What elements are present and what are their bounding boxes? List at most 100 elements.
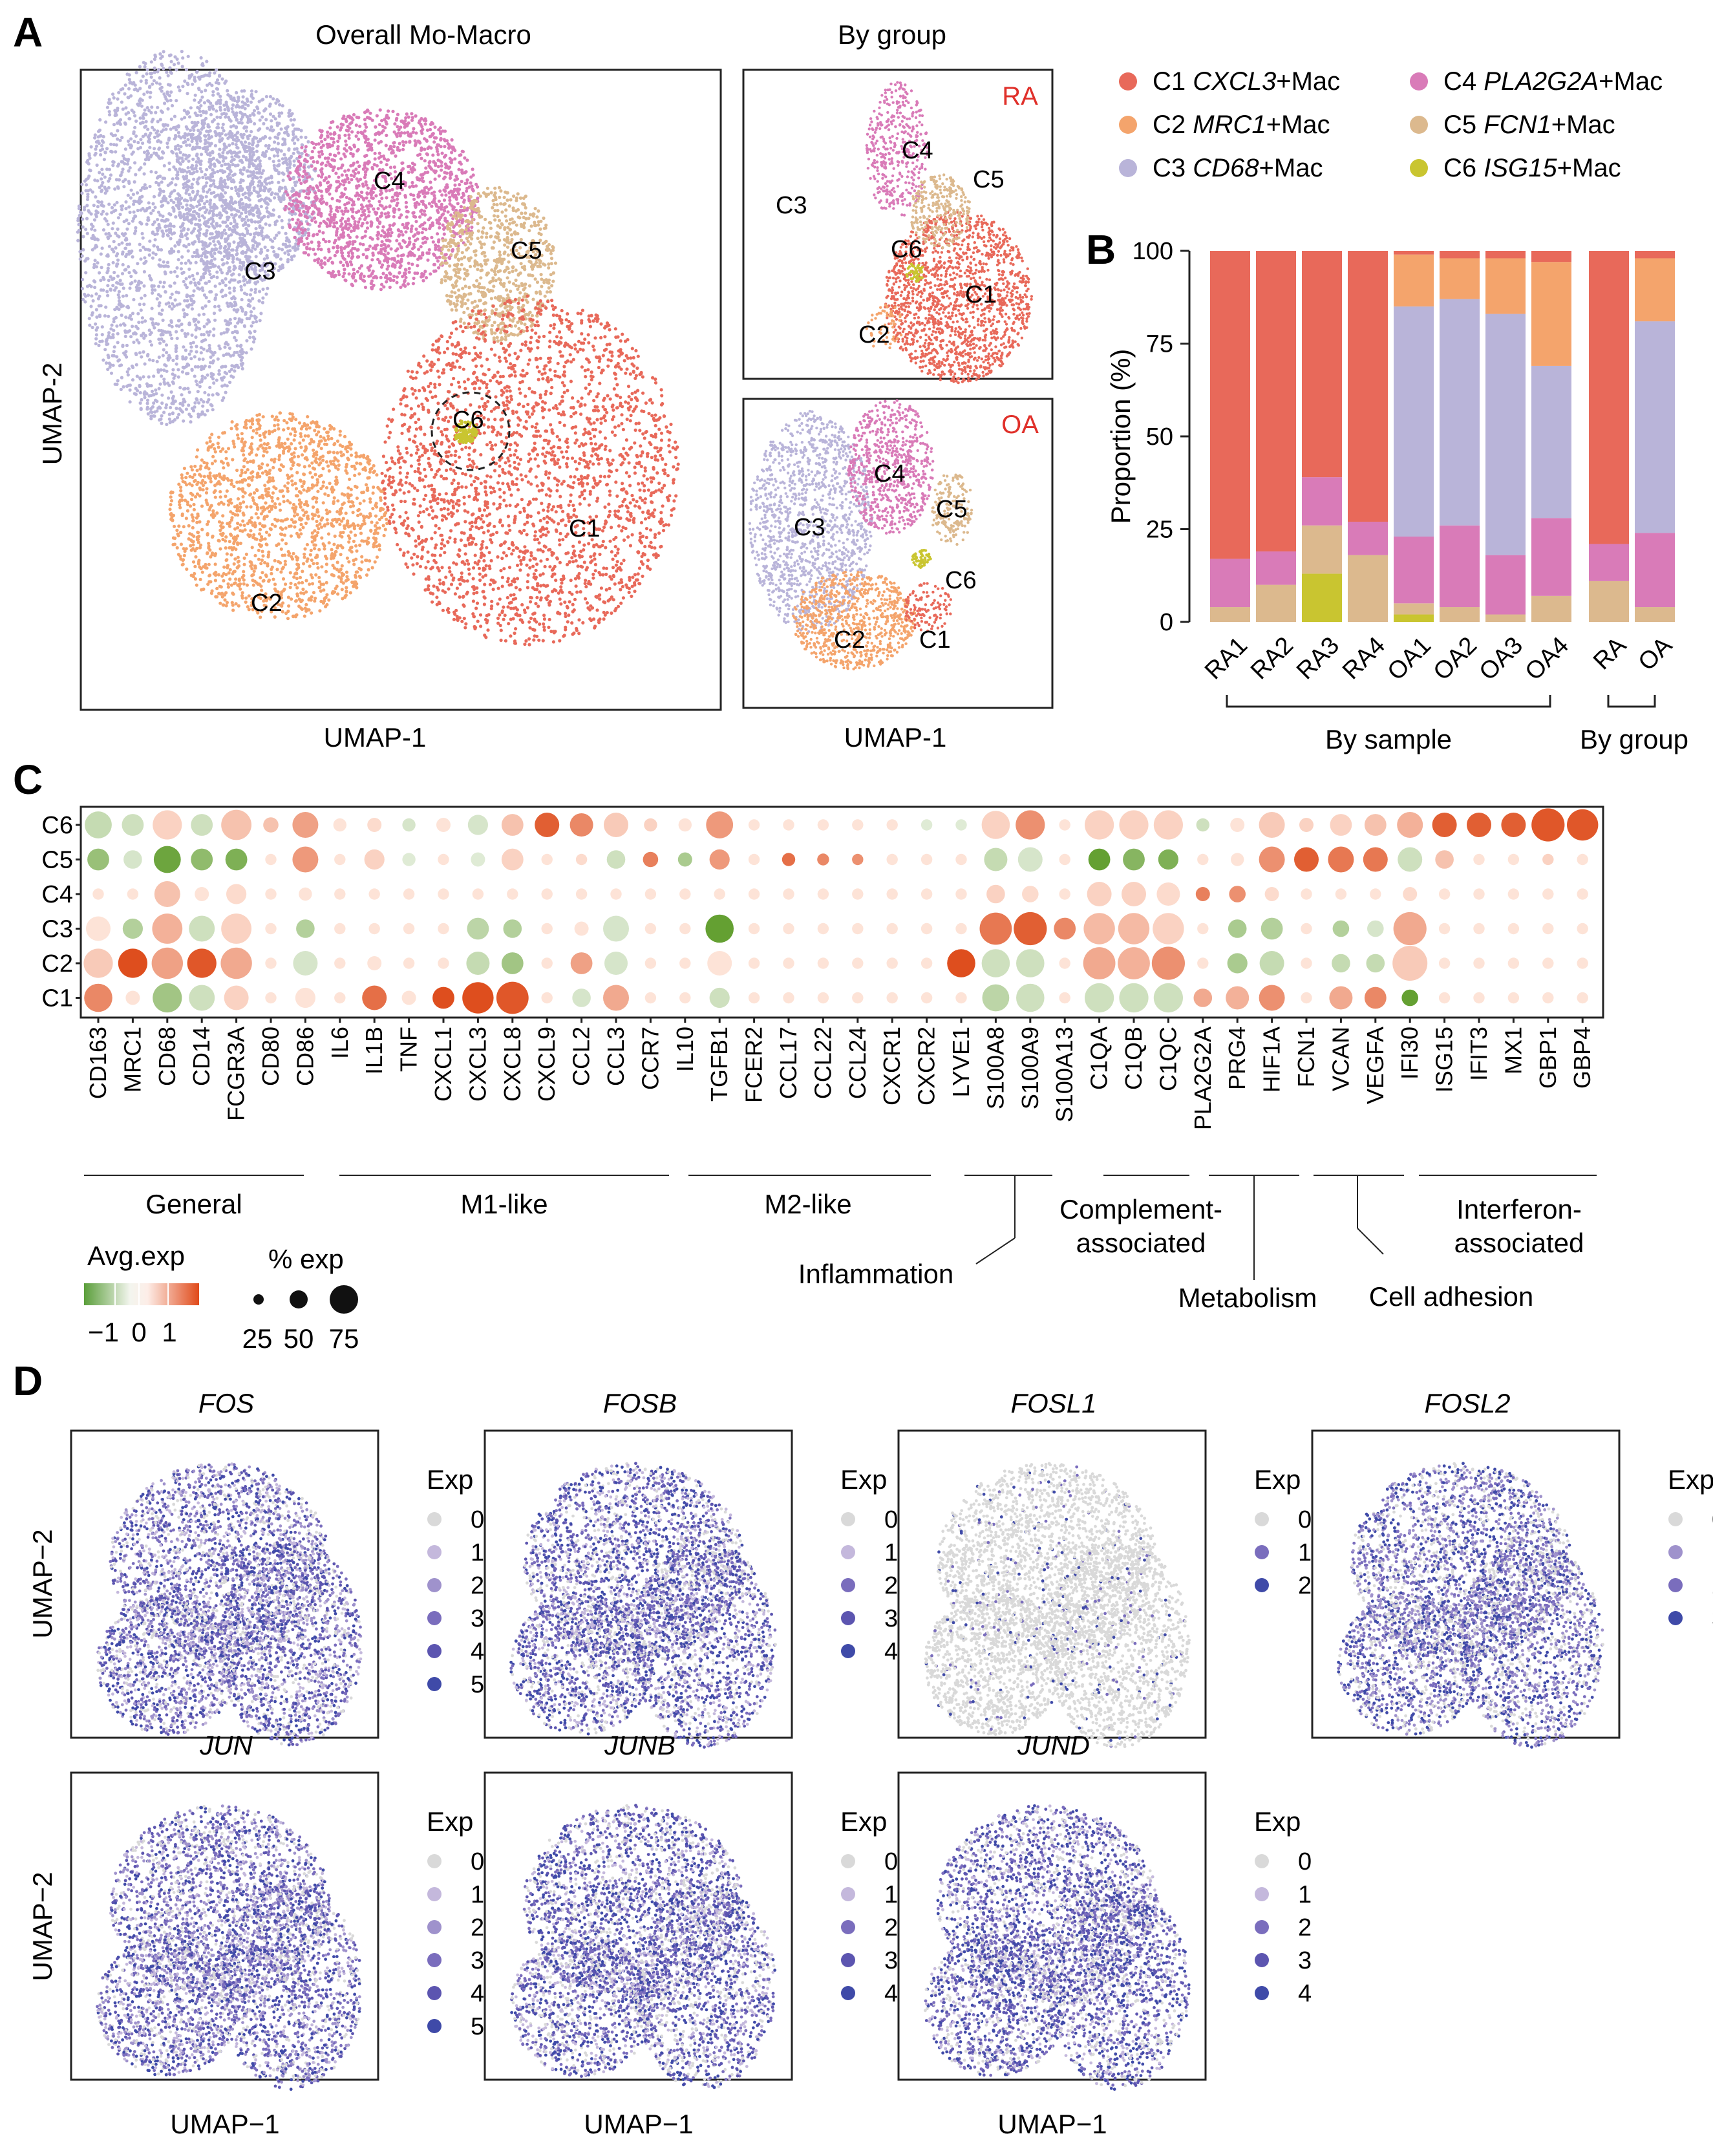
- dot-C3-VEGFA: [1367, 920, 1384, 937]
- dot-C1-IL6: [334, 992, 346, 1004]
- dot-C5-GBP1: [1542, 853, 1554, 866]
- dot-C1-S100A13: [1059, 992, 1070, 1004]
- legend-item-c6: C6 ISG15+Mac: [1410, 154, 1621, 182]
- pct-exp-tick-label: 50: [284, 1323, 314, 1354]
- bar-segment-RA3-C1: [1302, 251, 1342, 478]
- overall-xlabel: UMAP-1: [324, 722, 427, 752]
- feature-plot-frame: [1311, 1429, 1621, 1739]
- feature-exp-level: 3: [471, 1947, 484, 1974]
- gene-label-C1QC: C1QC: [1154, 1027, 1181, 1091]
- dot-C2-S100A8: [981, 949, 1010, 977]
- by-sample-bracket: [1226, 695, 1551, 708]
- feature-exp-swatch: [1668, 1611, 1683, 1625]
- feature-exp-level: 1: [884, 1881, 898, 1908]
- oa-cluster-c5: C5: [936, 496, 968, 523]
- dot-C1-FCGR3A: [224, 985, 249, 1010]
- dot-C4-C1QB: [1122, 882, 1146, 906]
- gene-label-S100A13: S100A13: [1051, 1027, 1078, 1122]
- dot-C4-CD14: [195, 887, 209, 901]
- dot-C3-CXCL8: [503, 919, 522, 938]
- dot-C2-IFIT3: [1473, 957, 1485, 969]
- dot-C6-CCL17: [783, 819, 794, 831]
- feature-title-FOSL2: FOSL2: [1424, 1388, 1510, 1418]
- dot-C6-VCAN: [1330, 814, 1352, 836]
- dot-C1-CXCL9: [541, 992, 553, 1004]
- dot-C4-HIF1A: [1264, 887, 1279, 901]
- overall-ylabel: UMAP-2: [37, 363, 67, 465]
- dot-C6-HIF1A: [1259, 812, 1285, 838]
- dot-C5-GBP4: [1577, 853, 1588, 866]
- dot-C3-CCR7: [644, 923, 657, 935]
- dot-C5-IL1B: [364, 849, 385, 870]
- dot-C2-HIF1A: [1259, 951, 1284, 976]
- dot-C2-CCL2: [570, 952, 593, 974]
- dot-C2-FCGR3A: [220, 947, 252, 979]
- dot-C3-CD80: [265, 923, 277, 935]
- dot-C6-FCN1: [1299, 818, 1314, 832]
- dot-C3-CXCR1: [886, 923, 898, 935]
- group-general: General: [145, 1189, 242, 1219]
- bar-segment-OA2-C1: [1440, 251, 1480, 259]
- dot-C1-C1QC: [1153, 983, 1183, 1013]
- gene-label-CD14: CD14: [188, 1027, 215, 1086]
- dot-C3-CXCL9: [541, 923, 553, 935]
- dot-C1-PLA2G2A: [1193, 988, 1213, 1007]
- dot-C3-CXCL3: [467, 917, 489, 940]
- bar-segment-OA1-C2: [1394, 254, 1434, 307]
- feature-exp-level: 4: [884, 1638, 898, 1665]
- dot-C3-C1QA: [1083, 913, 1115, 945]
- gene-label-CD68: CD68: [154, 1027, 180, 1086]
- group-connector: [1357, 1228, 1384, 1255]
- bar-segment-OA1-C4: [1394, 536, 1434, 604]
- dot-C2-IFI30: [1392, 946, 1428, 981]
- feature-exp-swatch: [841, 1512, 855, 1526]
- dot-C3-FCN1: [1301, 923, 1312, 935]
- b-x-tick-RA3: RA3: [1292, 632, 1345, 685]
- bar-segment-OA3-C2: [1485, 258, 1526, 314]
- dotplot-frame: [80, 806, 1604, 1019]
- feature-exp-swatch: [427, 1920, 442, 1934]
- legend-swatch-c4: [1410, 72, 1428, 91]
- dot-C6-CCL24: [852, 819, 864, 831]
- dot-C3-IL6: [334, 923, 346, 935]
- feature-exp-level: 2: [1298, 1914, 1312, 1941]
- dot-C5-CXCL9: [541, 853, 553, 866]
- dot-C4-S100A8: [986, 884, 1005, 904]
- dot-C5-FCGR3A: [225, 848, 248, 871]
- feature-exp-swatch: [841, 1887, 855, 1901]
- feature-exp-swatch: [427, 1986, 442, 2000]
- feature-title-JUNB: JUNB: [604, 1730, 676, 1760]
- dot-C5-CCR7: [643, 851, 659, 868]
- dot-C6-CD163: [85, 811, 112, 838]
- feature-plot-JUN: JUN Exp 0 1 2 3 4 5: [70, 1730, 484, 2091]
- b-x-tick-OA: OA: [1633, 632, 1678, 676]
- bar-segment-RA-C1: [1589, 251, 1629, 544]
- dot-C1-MX1: [1507, 992, 1520, 1004]
- feature-exp-swatch: [841, 1920, 855, 1934]
- panel-label-b: B: [1086, 226, 1116, 273]
- dot-row-label-C1: C1: [41, 985, 73, 1012]
- gene-label-FCGR3A: FCGR3A: [223, 1027, 250, 1121]
- dot-row-label-C6: C6: [41, 812, 73, 839]
- b-x-tick-RA: RA: [1588, 632, 1632, 675]
- avg-exp-tick-label: 1: [162, 1317, 176, 1347]
- gene-label-CD163: CD163: [85, 1027, 111, 1099]
- dot-C2-LYVE1: [947, 949, 975, 977]
- dot-C1-CCR7: [644, 992, 657, 1004]
- gene-label-VCAN: VCAN: [1327, 1027, 1354, 1091]
- dot-C2-GBP4: [1577, 957, 1588, 969]
- cluster-label-c6: C6: [452, 407, 484, 434]
- dot-C4-C1QC: [1156, 882, 1180, 906]
- dot-C4-FCN1: [1301, 888, 1312, 900]
- dot-C5-IL6: [334, 853, 346, 866]
- b-y-tick-label: 75: [1146, 331, 1173, 358]
- gene-label-CCL24: CCL24: [844, 1027, 871, 1099]
- feature-exp-swatch: [1255, 1986, 1269, 2000]
- dot-C3-CD86: [296, 919, 315, 938]
- feature-exp-swatch: [1255, 1920, 1269, 1934]
- dot-C5-IFI30: [1398, 847, 1423, 872]
- dot-C4-GBP4: [1577, 888, 1588, 900]
- dot-C1-CD86: [295, 987, 315, 1009]
- feature-plot-frame: [484, 1771, 793, 2081]
- dot-C3-CD68: [152, 913, 183, 944]
